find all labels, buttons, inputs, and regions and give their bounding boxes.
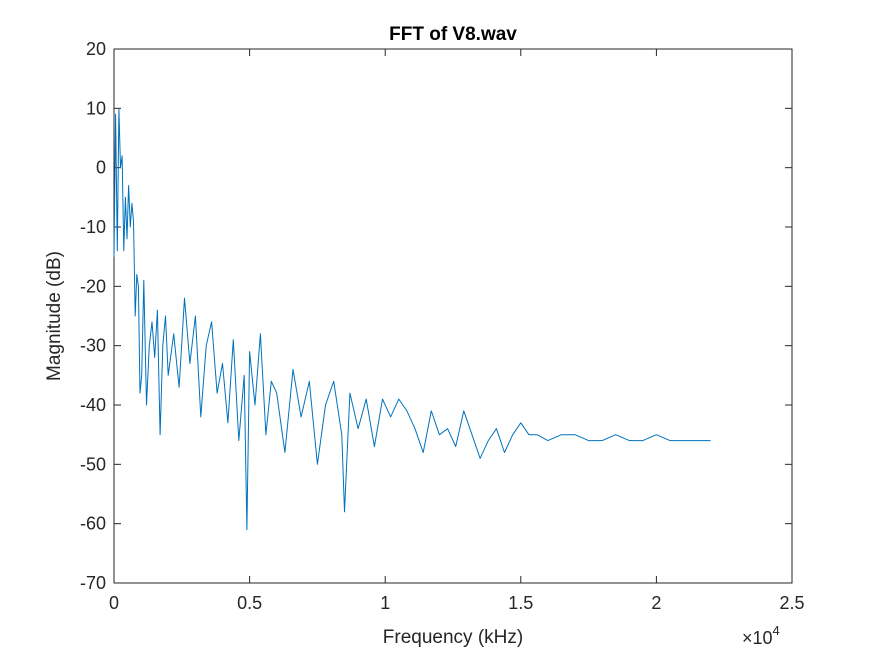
y-axis: -70 -60 -50 -40 -30 -20 -10 0 10 20 bbox=[80, 39, 792, 593]
y-tick-label: -40 bbox=[80, 395, 106, 415]
plot-area bbox=[113, 48, 793, 584]
x-tick-label: 0.5 bbox=[237, 593, 262, 613]
chart-title: FFT of V8.wav bbox=[389, 24, 517, 45]
y-axis-label: Magnitude (dB) bbox=[44, 251, 65, 381]
x-exponent-power: 4 bbox=[773, 623, 780, 638]
y-tick-label: 0 bbox=[96, 158, 106, 178]
y-tick-label: -60 bbox=[80, 514, 106, 534]
series-layer bbox=[113, 107, 711, 531]
x-axis: 0 0.5 1 1.5 2 2.5 bbox=[109, 49, 805, 613]
x-tick-label: 1.5 bbox=[508, 593, 533, 613]
x-exponent-base: ×10 bbox=[742, 628, 773, 648]
y-tick-label: -10 bbox=[80, 217, 106, 237]
x-tick-label: 0 bbox=[109, 593, 119, 613]
y-tick-label: 10 bbox=[86, 98, 106, 118]
y-tick-label: -30 bbox=[80, 336, 106, 356]
y-tick-label: -20 bbox=[80, 276, 106, 296]
y-tick-label: -50 bbox=[80, 454, 106, 474]
x-tick-label: 2.5 bbox=[779, 593, 804, 613]
x-tick-label: 1 bbox=[380, 593, 390, 613]
y-tick-label: 20 bbox=[86, 39, 106, 59]
x-axis-label: Frequency (kHz) bbox=[383, 627, 523, 648]
x-tick-label: 2 bbox=[651, 593, 661, 613]
x-axis-exponent: ×104 bbox=[742, 623, 780, 648]
y-tick-label: -70 bbox=[80, 573, 106, 593]
series-line-0 bbox=[113, 107, 711, 531]
